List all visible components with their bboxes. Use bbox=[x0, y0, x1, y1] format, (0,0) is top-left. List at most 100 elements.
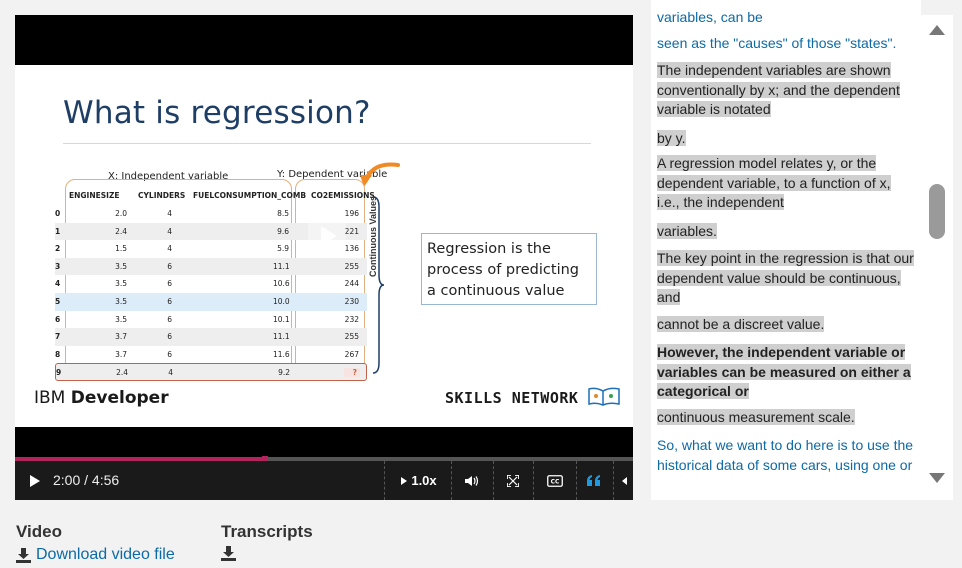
table-cell: 3.7 bbox=[115, 349, 127, 359]
transcript-segment[interactable]: So, what we want to do here is to use th… bbox=[657, 436, 915, 475]
video-frame[interactable]: What is regression? X: Independent varia… bbox=[15, 65, 633, 427]
table-cell: 11.6 bbox=[273, 349, 290, 359]
transcript-segment[interactable]: A regression model relates y, or the dep… bbox=[657, 154, 915, 213]
table-cell: 6 bbox=[167, 332, 172, 342]
table-row: 0 2.0 4 8.5 196 bbox=[55, 205, 367, 223]
continuous-values-label: Continuous Values bbox=[368, 195, 378, 277]
download-transcript-button[interactable] bbox=[221, 546, 236, 566]
transcript-segment-text: cannot be a discreet value. bbox=[657, 316, 825, 332]
table-cell: 9.2 bbox=[278, 368, 290, 378]
table-header: ENGINESIZE bbox=[69, 191, 120, 200]
table-cell: 3.7 bbox=[115, 332, 127, 342]
table-cell: 2.4 bbox=[115, 226, 127, 236]
table-cell: 9 bbox=[56, 368, 62, 378]
table-cell: 0 bbox=[55, 209, 61, 218]
table-header: CO2EMISSIONS bbox=[311, 191, 375, 200]
transcript-segment[interactable]: The key point in the regression is that … bbox=[657, 249, 915, 308]
video-player[interactable]: What is regression? X: Independent varia… bbox=[15, 15, 633, 500]
transcripts-heading: Transcripts bbox=[221, 522, 313, 541]
progress-handle[interactable] bbox=[262, 456, 269, 462]
fullscreen-button[interactable] bbox=[501, 461, 525, 500]
table-cell: 136 bbox=[344, 244, 359, 254]
table-cell: 8.5 bbox=[277, 209, 289, 218]
download-video-label: Download video file bbox=[36, 546, 175, 563]
skills-network-icon bbox=[588, 387, 620, 406]
table-header: FUELCONSUMPTION_COMB bbox=[193, 191, 307, 200]
table-cell: 3.5 bbox=[115, 279, 127, 289]
transcript-segment[interactable]: by y. bbox=[657, 129, 915, 149]
curly-brace bbox=[372, 196, 385, 374]
table-cell: 4 bbox=[168, 368, 173, 378]
speed-button[interactable]: 1.0x bbox=[395, 461, 443, 500]
transcript-segment[interactable]: continuous measurement scale. bbox=[657, 408, 915, 428]
table-cell: 10.6 bbox=[273, 279, 290, 289]
table-cell: 10.1 bbox=[273, 314, 290, 324]
brand-prefix: IBM bbox=[34, 388, 71, 408]
transcript-segment-text: by y. bbox=[657, 130, 686, 146]
transcript-segment[interactable]: cannot be a discreet value. bbox=[657, 315, 915, 335]
table-cell: 6 bbox=[167, 279, 172, 289]
transcript-segment[interactable]: However, the independent variable or var… bbox=[657, 343, 915, 402]
control-separator bbox=[493, 461, 494, 500]
transcript-segment-text: A regression model relates y, or the dep… bbox=[657, 155, 891, 211]
volume-icon bbox=[465, 475, 479, 486]
play-overlay-icon[interactable] bbox=[308, 217, 346, 255]
transcript-segment-text: However, the independent variable or var… bbox=[657, 344, 911, 400]
transcript-segment[interactable]: The independent variables are shown conv… bbox=[657, 61, 915, 120]
table-cell: 4 bbox=[55, 279, 61, 289]
table-row: 2 1.5 4 5.9 136 bbox=[55, 240, 367, 258]
caret-right-icon bbox=[401, 476, 408, 485]
transcript-segment-text: The independent variables are shown conv… bbox=[657, 62, 900, 118]
table-cell: 4 bbox=[167, 244, 172, 254]
play-button[interactable] bbox=[23, 461, 47, 500]
download-video-link[interactable]: Download video file bbox=[16, 546, 175, 564]
download-icon bbox=[16, 547, 31, 563]
quote-icon bbox=[587, 475, 600, 486]
table-cell: 2 bbox=[55, 244, 61, 254]
table-cell: 6 bbox=[55, 314, 61, 324]
scroll-thumb[interactable] bbox=[929, 184, 945, 239]
transcript-segment-text: variables. bbox=[657, 223, 717, 239]
table-cell: 7 bbox=[55, 332, 61, 342]
transcript-segment-text: variables, can be bbox=[657, 9, 763, 25]
control-separator bbox=[451, 461, 452, 500]
transcript-toggle-button[interactable] bbox=[583, 461, 605, 500]
transcript-panel[interactable]: variables, can be seen as the "causes" of… bbox=[651, 0, 921, 500]
brand-bold: Developer bbox=[70, 388, 169, 408]
volume-button[interactable] bbox=[459, 461, 485, 500]
table-cell: 6 bbox=[167, 314, 172, 324]
control-separator bbox=[384, 461, 385, 500]
table-row: 3 3.5 6 11.1 255 bbox=[55, 257, 367, 276]
transcript-segment[interactable]: seen as the "causes" of those "states". bbox=[657, 34, 915, 54]
table-cell: 255 bbox=[344, 261, 359, 271]
table-header: CYLINDERS bbox=[138, 191, 186, 200]
table-cell: 1.5 bbox=[115, 244, 127, 254]
dependent-variable-label: Y: Dependent variable bbox=[277, 169, 388, 180]
table-cell: 244 bbox=[344, 279, 359, 289]
table-cell: 5 bbox=[55, 297, 61, 306]
transcript-scrollbar[interactable] bbox=[921, 15, 953, 500]
transcript-segment[interactable]: variables, can be bbox=[657, 8, 915, 28]
captions-button[interactable]: CC bbox=[542, 461, 568, 500]
scroll-up-icon[interactable] bbox=[929, 25, 945, 35]
table-cell: 3.5 bbox=[115, 314, 127, 324]
progress-bar[interactable] bbox=[15, 456, 633, 462]
control-separator bbox=[613, 461, 614, 500]
table-cell: 11.1 bbox=[273, 332, 290, 342]
transcript-segment[interactable]: variables. bbox=[657, 222, 915, 242]
table-cell: 3.5 bbox=[115, 297, 127, 306]
table-row: 5 3.5 6 10.0 230 bbox=[55, 293, 367, 311]
table-cell: 6 bbox=[167, 349, 172, 359]
regression-callout: Regression is the process of predicting … bbox=[421, 233, 597, 305]
data-table: ENGINESIZE CYLINDERS FUELCONSUMPTION_COM… bbox=[55, 177, 375, 381]
fullscreen-icon bbox=[507, 474, 519, 487]
caret-left-icon bbox=[621, 476, 627, 485]
svg-text:CC: CC bbox=[551, 478, 560, 485]
play-icon bbox=[30, 474, 40, 487]
slide-title-rule bbox=[63, 143, 591, 144]
table-row: 6 3.5 6 10.1 232 bbox=[55, 311, 367, 329]
scroll-down-icon[interactable] bbox=[929, 473, 945, 483]
more-controls-button[interactable] bbox=[617, 461, 631, 500]
table-cell: 221 bbox=[344, 226, 359, 236]
